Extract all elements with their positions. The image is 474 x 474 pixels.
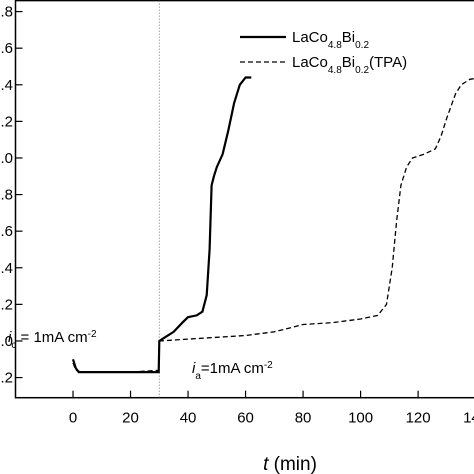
x-tick-label: 80 <box>295 410 312 427</box>
y-tick-label: 0.0 <box>0 333 13 350</box>
legend-label: LaCo4.8Bi0.2 <box>292 29 369 51</box>
x-tick-label: 60 <box>237 410 254 427</box>
y-tick-label: 1.4 <box>0 77 13 94</box>
x-tick-label: 120 <box>406 410 431 427</box>
y-tick-label: 1.6 <box>0 40 13 57</box>
x-tick-label: 0 <box>69 410 77 427</box>
x-tick-label: 100 <box>348 410 373 427</box>
annotation: ic = 1mA cm-2 <box>8 329 97 351</box>
data-line <box>72 78 474 373</box>
y-tick-label: -0.2 <box>0 370 13 387</box>
plot-frame <box>14 0 474 399</box>
x-tick-label: 40 <box>180 410 197 427</box>
x-tick-label: 20 <box>122 410 139 427</box>
y-tick-label: 1.0 <box>0 150 13 167</box>
y-tick-label: 0.8 <box>0 187 13 204</box>
data-line <box>71 76 252 374</box>
legend-label: LaCo4.8Bi0.2(TPA) <box>292 54 407 76</box>
y-tick-label: 1.8 <box>0 4 13 21</box>
y-tick-label: 1.2 <box>0 113 13 130</box>
y-tick-label: 0.4 <box>0 260 13 277</box>
y-tick-label: 0.6 <box>0 223 13 240</box>
y-tick-label: 0.2 <box>0 296 13 313</box>
annotation: ia=1mA cm-2 <box>192 360 273 382</box>
x-tick-label: 140 <box>463 410 474 427</box>
x-axis-label: t (min) <box>263 454 317 474</box>
